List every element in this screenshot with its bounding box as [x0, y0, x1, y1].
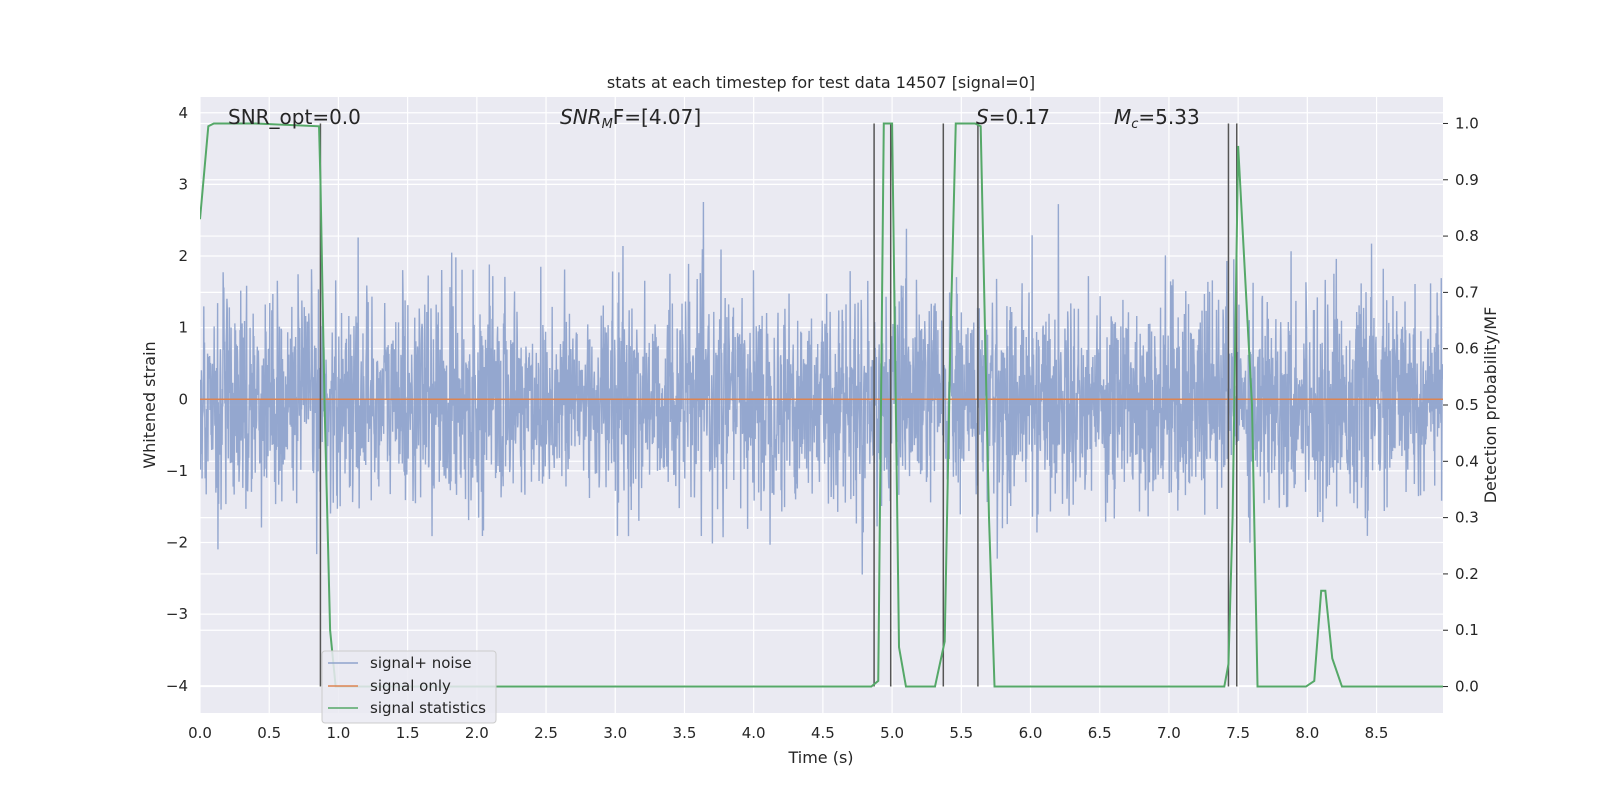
y-tick-label-right: 0.4	[1455, 452, 1479, 470]
y-tick-label-left: 1	[178, 319, 188, 337]
y-tick-label-left: 0	[178, 390, 188, 408]
annotation-mc: Mc=5.33	[1114, 105, 1200, 132]
x-tick-label: 4.5	[811, 724, 835, 742]
y-tick-label-right: 0.8	[1455, 227, 1479, 245]
x-tick-label: 1.5	[396, 724, 420, 742]
x-tick-label: 8.5	[1365, 724, 1389, 742]
annotation-snr-mf: SNRMF=[4.07]	[560, 105, 701, 132]
y-tick-label-right: 0.6	[1455, 340, 1479, 358]
annotation-s: S=0.17	[976, 105, 1050, 129]
y-tick-label-left: 2	[178, 247, 188, 265]
legend-label-signal-statistics: signal statistics	[370, 699, 486, 717]
y-tick-label-left: −3	[166, 605, 188, 623]
legend-label-signal-noise: signal+ noise	[370, 654, 472, 672]
series-signal-statistics	[200, 122, 1443, 688]
x-tick-label: 5.0	[880, 724, 904, 742]
annotation-snr-opt: SNR_opt=0.0	[228, 105, 361, 129]
data-layer	[200, 122, 1443, 688]
x-tick-label: 0.0	[188, 724, 212, 742]
x-tick-label: 1.0	[326, 724, 350, 742]
x-tick-label: 3.5	[673, 724, 697, 742]
legend-label-signal-only: signal only	[370, 677, 451, 695]
x-axis-title: Time (s)	[787, 748, 853, 767]
y-tick-label-right: 0.5	[1455, 396, 1479, 414]
y-tick-label-left: −2	[166, 534, 188, 552]
x-tick-label: 0.5	[257, 724, 281, 742]
chart-title: stats at each timestep for test data 145…	[607, 73, 1035, 92]
y-axis-title-right: Detection probability/MF	[1481, 307, 1500, 504]
x-tick-label: 8.0	[1295, 724, 1319, 742]
y-tick-label-right: 0.3	[1455, 509, 1479, 527]
x-tick-label: 6.0	[1019, 724, 1043, 742]
x-tick-label: 2.5	[534, 724, 558, 742]
y-tick-label-left: −4	[166, 677, 188, 695]
y-tick-label-right: 0.9	[1455, 171, 1479, 189]
y-tick-label-right: 0.1	[1455, 621, 1479, 639]
series-signal-noise	[200, 202, 1443, 575]
x-tick-label: 6.5	[1088, 724, 1112, 742]
y-tick-label-right: 0.0	[1455, 678, 1479, 696]
y-tick-label-left: 4	[178, 104, 188, 122]
tick-labels: 0.0 0.5 1.0 1.5 2.0 2.5 3.0 3.5 4.0 4.5 5.0 5.5 6.0 6…	[166, 104, 1479, 742]
x-tick-label: 5.5	[949, 724, 973, 742]
y-tick-label-right: 0.2	[1455, 565, 1479, 583]
y-tick-label-left: −1	[166, 462, 188, 480]
x-tick-label: 7.5	[1226, 724, 1250, 742]
legend: signal+ noise signal only signal statist…	[321, 650, 497, 724]
x-tick-label: 3.0	[603, 724, 627, 742]
x-tick-label: 2.0	[465, 724, 489, 742]
x-tick-label: 4.0	[742, 724, 766, 742]
y-tick-label-right: 0.7	[1455, 283, 1479, 301]
y-tick-label-right: 1.0	[1455, 114, 1479, 132]
y-tick-label-left: 3	[178, 175, 188, 193]
legend-box	[321, 650, 497, 724]
x-tick-label: 7.0	[1157, 724, 1181, 742]
y-axis-title-left: Whitened strain	[140, 341, 159, 468]
